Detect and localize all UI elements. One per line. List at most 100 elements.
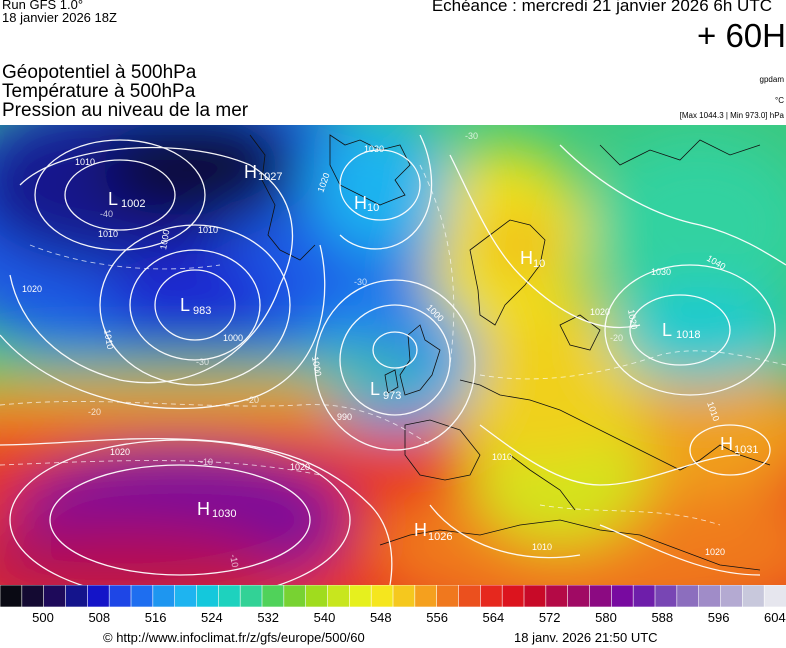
pressure-center-value: 1031 [734, 444, 758, 456]
forecast-map[interactable]: L 1002 H 1027 H 10 L 983 L 973 H 10 L 10… [0, 125, 786, 585]
colorbar-swatch [392, 585, 416, 607]
colorbar-swatch [763, 585, 786, 607]
colorbar [0, 585, 786, 607]
colorbar-swatch [305, 585, 329, 607]
isobar-label: 1010 [75, 157, 95, 167]
geopotential-field [0, 125, 786, 585]
pressure-center-high: H [197, 499, 210, 519]
colorbar-swatch [108, 585, 132, 607]
colorbar-swatch [327, 585, 351, 607]
isobar-label: 990 [337, 412, 352, 422]
colorbar-swatch [545, 585, 569, 607]
pressure-centers: L 1002 H 1027 H 10 L 983 L 973 H 10 L 10… [108, 162, 758, 543]
colorbar-tick-label: 548 [369, 610, 392, 625]
pressure-center-low: L [662, 320, 672, 340]
colorbar-swatch [174, 585, 198, 607]
isotherm-label: -20 [610, 333, 623, 343]
pressure-center-low: L [180, 295, 190, 315]
param-temperature-label: Température à 500hPa [2, 81, 196, 102]
isobar-label: 1020 [290, 462, 310, 472]
forecast-valid-time: Echéance : mercredi 21 janvier 2026 6h U… [431, 0, 772, 15]
isotherm-label: -10 [228, 554, 240, 569]
pressure-center-value: 973 [383, 390, 401, 402]
isotherm-label: -20 [88, 407, 101, 417]
colorbar-swatch [742, 585, 765, 607]
param-geopotential-label: Géopotentiel à 500hPa [2, 62, 197, 83]
colorbar-swatch [239, 585, 263, 607]
colorbar-tick-label: 588 [651, 610, 674, 625]
isobar-label: 1000 [310, 356, 323, 377]
isobar-label: 1020 [110, 447, 130, 457]
run-title: Run GFS 1.0° [2, 0, 84, 12]
isotherm-label: -10 [200, 457, 213, 467]
colorbar-tick-label: 500 [32, 610, 54, 625]
colorbar-swatch [567, 585, 591, 607]
colorbar-swatch [0, 585, 23, 607]
isobars [0, 134, 786, 585]
footer-source-url[interactable]: © http://www.infoclimat.fr/z/gfs/europe/… [103, 630, 365, 645]
isotherm-labels: -40 -30 -30 -20 -20 -20 -10 -10 -30 [88, 131, 623, 568]
colorbar-tick-label: 516 [144, 610, 167, 625]
colorbar-swatch [152, 585, 176, 607]
colorbar-swatch [87, 585, 110, 607]
isobar-label: 1010 [198, 225, 218, 235]
colorbar-tick-label: 580 [595, 610, 617, 625]
param-geopotential-unit: gpdam [759, 75, 784, 84]
isobar-label: 1010 [492, 452, 512, 462]
colorbar-swatch [611, 585, 634, 607]
pressure-center-value: 1002 [121, 198, 145, 210]
colorbar-swatch [370, 585, 394, 607]
coastlines [249, 134, 771, 571]
isobar-label: 1020 [22, 284, 42, 294]
isobar-label: 1030 [651, 267, 671, 277]
colorbar-swatch [480, 585, 503, 607]
isobar-label: 1020 [590, 307, 610, 317]
isobar-label: 1030 [364, 144, 384, 154]
colorbar-swatch [414, 585, 438, 607]
colorbar-swatch [196, 585, 220, 607]
pressure-center-value: 1026 [428, 531, 452, 543]
pressure-center-value: 1027 [258, 171, 282, 183]
pressure-center-value: 10 [367, 202, 379, 214]
colorbar-swatch [458, 585, 482, 607]
colorbar-swatch [654, 585, 678, 607]
pressure-center-value: 10 [533, 258, 545, 270]
colorbar-swatch [218, 585, 241, 607]
forecast-horizon: + 60H [697, 17, 786, 54]
colorbar-swatch [283, 585, 307, 607]
isotherms [0, 164, 786, 526]
colorbar-tick-label: 540 [313, 610, 336, 625]
colorbar-swatch [43, 585, 67, 607]
isobar-label: 1010 [102, 329, 115, 350]
colorbar-swatch [130, 585, 154, 607]
footer-generated-time: 18 janv. 2026 21:50 UTC [514, 630, 658, 645]
colorbar-swatch [720, 585, 744, 607]
pressure-center-value: 1018 [676, 329, 700, 341]
colorbar-tick-label: 604 [764, 610, 786, 625]
colorbar-swatch [65, 585, 89, 607]
colorbar-tick-label: 532 [257, 610, 280, 625]
isotherm-label: -20 [246, 395, 259, 405]
isotherm-label: -30 [196, 357, 209, 367]
colorbar-swatch [21, 585, 45, 607]
colorbar-swatch [589, 585, 613, 607]
pressure-center-low: L [108, 189, 118, 209]
isobar-label: 1010 [98, 229, 118, 239]
pressure-center-high: H [520, 248, 533, 268]
colorbar-tick-label: 572 [538, 610, 561, 625]
colorbar-swatch [261, 585, 285, 607]
colorbar-tick-label: 524 [201, 610, 223, 625]
colorbar-swatch [698, 585, 722, 607]
isobar-label: 1000 [223, 333, 243, 343]
pressure-center-high: H [720, 434, 733, 454]
colorbar-swatch [436, 585, 460, 607]
colorbar-tick-label: 508 [88, 610, 111, 625]
pressure-center-value: 1030 [212, 508, 236, 520]
colorbar-tick-label: 564 [482, 610, 505, 625]
isobar-label: 1010 [532, 542, 552, 552]
pressure-center-high: H [414, 520, 427, 540]
colorbar-swatch [501, 585, 525, 607]
colorbar-swatch [676, 585, 700, 607]
colorbar-swatch [523, 585, 547, 607]
isotherm-label: -30 [354, 277, 367, 287]
